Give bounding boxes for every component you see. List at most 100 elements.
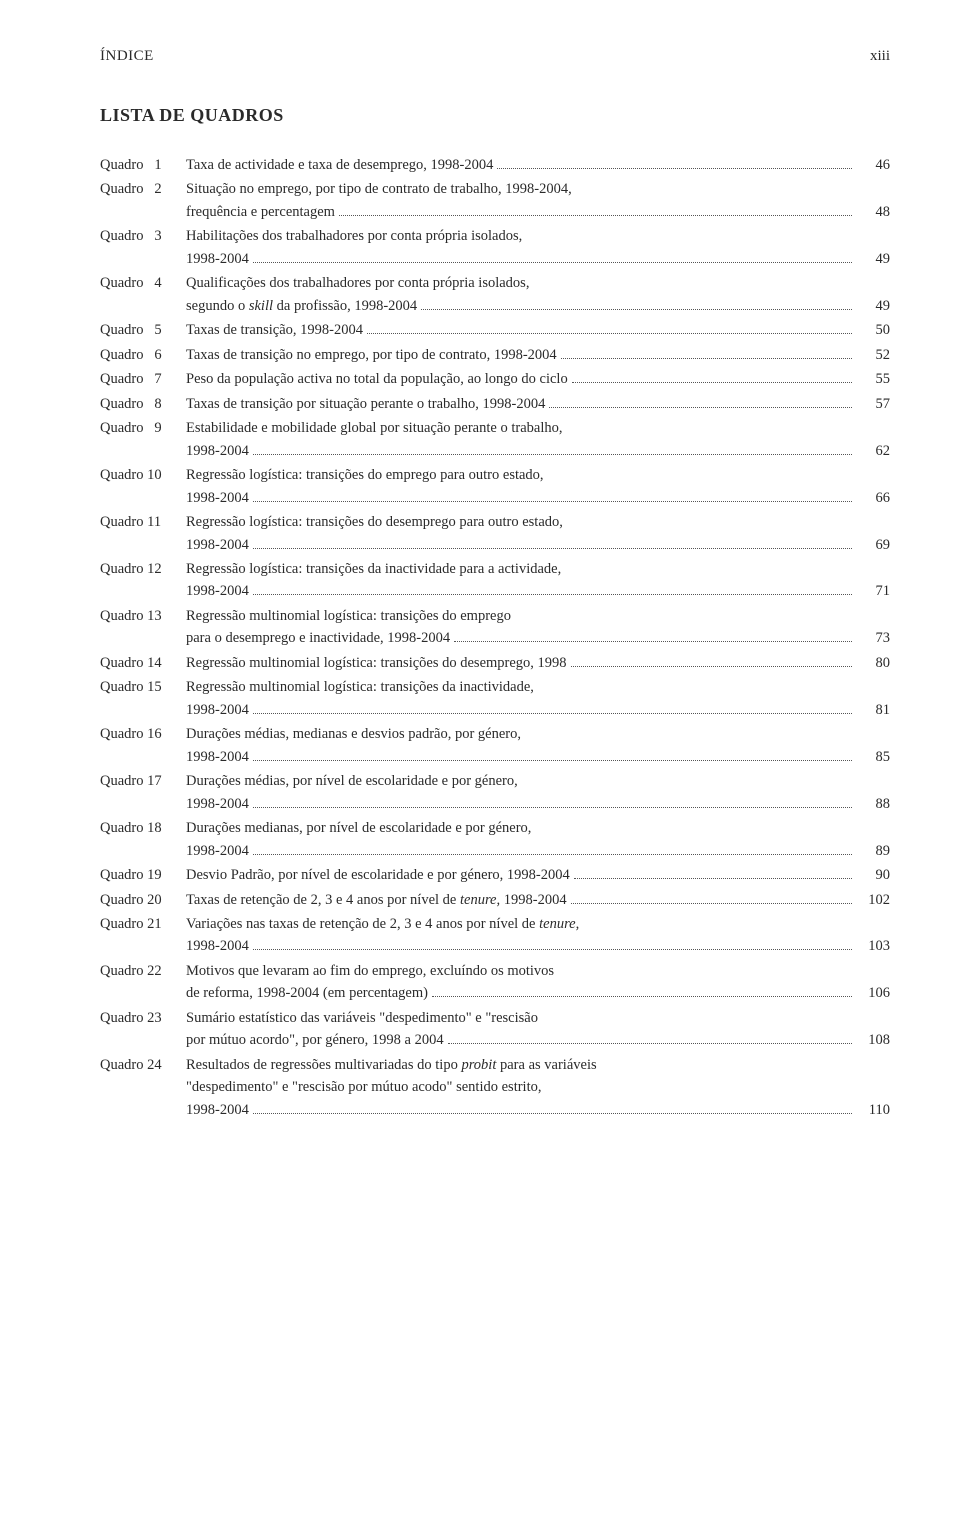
entry-dots [571,666,852,667]
entry-text: "despedimento" e "rescisão por mútuo aco… [186,1076,541,1098]
entry-text: Taxas de retenção de 2, 3 e 4 anos por n… [186,889,567,911]
entry-dots [367,333,852,334]
entry-text-wrap: Regressão logística: transições da inact… [186,558,890,603]
entry-text: 1998-2004 [186,1099,249,1121]
entry-page: 66 [856,487,890,509]
entry-page: 57 [856,393,890,415]
entry-text: segundo o skill da profissão, 1998-2004 [186,295,417,317]
entry-text: Regressão logística: transições da inact… [186,558,561,580]
entry-text-wrap: Sumário estatístico das variáveis "despe… [186,1007,890,1052]
entry-page: 46 [856,154,890,176]
entry-dots [253,262,852,263]
entry-text-wrap: Variações nas taxas de retenção de 2, 3 … [186,913,890,958]
entry-dots [549,407,852,408]
page-header: ÍNDICE xiii [100,48,890,65]
entry-line: de reforma, 1998-2004 (em percentagem)10… [186,982,890,1004]
toc-entry: Quadro 11Regressão logística: transições… [100,511,890,556]
entry-page: 90 [856,864,890,886]
entry-text: 1998-2004 [186,248,249,270]
entry-dots [571,903,852,904]
entry-text: 1998-2004 [186,935,249,957]
entry-line: 1998-200449 [186,248,890,270]
entry-line: segundo o skill da profissão, 1998-20044… [186,295,890,317]
toc-entry: Quadro 5Taxas de transição, 1998-200450 [100,319,890,341]
toc-entry: Quadro 6Taxas de transição no emprego, p… [100,344,890,366]
toc-entry: Quadro 7Peso da população activa no tota… [100,368,890,390]
entry-text: por mútuo acordo", por género, 1998 a 20… [186,1029,444,1051]
entry-line: Qualificações dos trabalhadores por cont… [186,272,890,294]
entry-dots [454,641,852,642]
toc-entry: Quadro 20Taxas de retenção de 2, 3 e 4 a… [100,889,890,911]
entry-label: Quadro 16 [100,723,186,745]
entry-label: Quadro 9 [100,417,186,439]
entry-text: Sumário estatístico das variáveis "despe… [186,1007,538,1029]
toc-entry: Quadro 13Regressão multinomial logística… [100,605,890,650]
entry-page: 85 [856,746,890,768]
entry-line: para o desemprego e inactividade, 1998-2… [186,627,890,649]
entry-text: Resultados de regressões multivariadas d… [186,1054,597,1076]
entry-text: Regressão multinomial logística: transiç… [186,652,567,674]
entry-text-wrap: Resultados de regressões multivariadas d… [186,1054,890,1121]
entry-page: 62 [856,440,890,462]
entry-label: Quadro 24 [100,1054,186,1076]
entry-line: Durações médias, por nível de escolarida… [186,770,890,792]
entry-line: Regressão multinomial logística: transiç… [186,676,890,698]
entry-page: 110 [856,1099,890,1121]
entry-label: Quadro 21 [100,913,186,935]
entry-label: Quadro 17 [100,770,186,792]
entry-line: Peso da população activa no total da pop… [186,368,890,390]
entry-text: Habilitações dos trabalhadores por conta… [186,225,522,247]
entry-page: 89 [856,840,890,862]
entry-page: 48 [856,201,890,223]
entry-label: Quadro 11 [100,511,186,533]
entry-label: Quadro 1 [100,154,186,176]
entry-text: Estabilidade e mobilidade global por sit… [186,417,562,439]
entry-text-wrap: Regressão logística: transições do desem… [186,511,890,556]
entry-text: Variações nas taxas de retenção de 2, 3 … [186,913,579,935]
entry-page: 102 [856,889,890,911]
entry-text: 1998-2004 [186,580,249,602]
entry-text-wrap: Taxa de actividade e taxa de desemprego,… [186,154,890,176]
entry-label: Quadro 7 [100,368,186,390]
entry-line: Taxa de actividade e taxa de desemprego,… [186,154,890,176]
entry-dots [253,1113,852,1114]
entry-line: 1998-200471 [186,580,890,602]
toc-entry: Quadro 17Durações médias, por nível de e… [100,770,890,815]
entry-text: 1998-2004 [186,793,249,815]
entry-line: Taxas de transição no emprego, por tipo … [186,344,890,366]
entry-page: 80 [856,652,890,674]
toc-entry: Quadro 2Situação no emprego, por tipo de… [100,178,890,223]
entry-page: 103 [856,935,890,957]
entry-page: 108 [856,1029,890,1051]
section-title: LISTA DE QUADROS [100,105,890,126]
entry-dots [253,594,852,595]
entry-label: Quadro 2 [100,178,186,200]
entry-label: Quadro 18 [100,817,186,839]
entry-text: Regressão multinomial logística: transiç… [186,676,534,698]
entry-text-wrap: Regressão multinomial logística: transiç… [186,605,890,650]
entry-text-wrap: Regressão multinomial logística: transiç… [186,676,890,721]
entry-dots [572,382,852,383]
entry-text: Situação no emprego, por tipo de contrat… [186,178,572,200]
entry-line: 1998-200489 [186,840,890,862]
entry-dots [253,713,852,714]
entry-page: 106 [856,982,890,1004]
entry-label: Quadro 10 [100,464,186,486]
toc-entry: Quadro 21Variações nas taxas de retenção… [100,913,890,958]
entry-line: Regressão logística: transições da inact… [186,558,890,580]
toc-entry: Quadro 4Qualificações dos trabalhadores … [100,272,890,317]
entry-text-wrap: Estabilidade e mobilidade global por sit… [186,417,890,462]
toc-entry: Quadro 1Taxa de actividade e taxa de des… [100,154,890,176]
entry-dots [448,1043,852,1044]
entry-dots [253,501,852,502]
entry-text-wrap: Taxas de transição, 1998-200450 [186,319,890,341]
entry-text: para o desemprego e inactividade, 1998-2… [186,627,450,649]
entry-line: Regressão logística: transições do empre… [186,464,890,486]
entry-text: Regressão logística: transições do empre… [186,464,544,486]
entry-label: Quadro 13 [100,605,186,627]
toc-entry: Quadro 12Regressão logística: transições… [100,558,890,603]
entry-text: Taxas de transição por situação perante … [186,393,545,415]
entry-text-wrap: Taxas de transição no emprego, por tipo … [186,344,890,366]
entry-line: 1998-200481 [186,699,890,721]
entry-dots [339,215,852,216]
